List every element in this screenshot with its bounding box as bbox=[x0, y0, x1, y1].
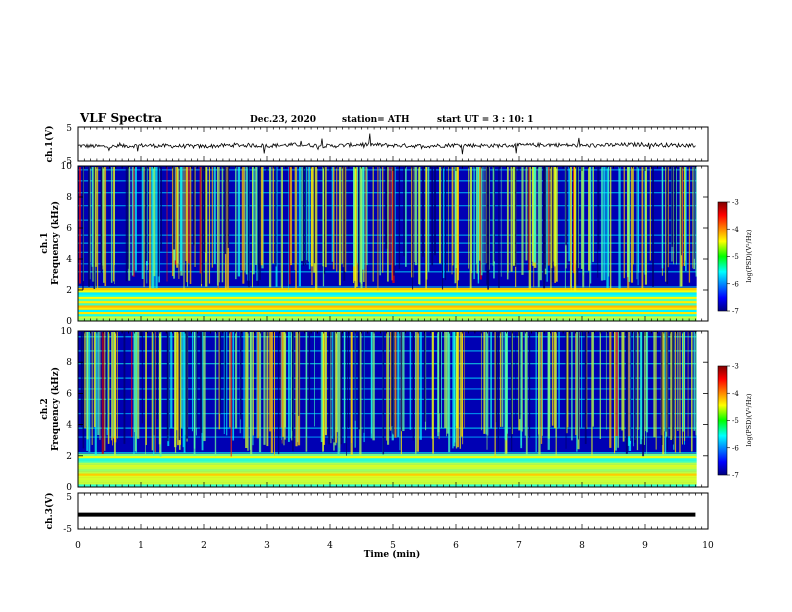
time-axis-tick-label: 2 bbox=[201, 541, 207, 551]
ch1-ytick-label: 0 bbox=[66, 317, 72, 327]
ch1-ytick-label: 2 bbox=[66, 286, 72, 296]
ch1-colorbar-tick-label: -3 bbox=[732, 199, 739, 207]
ch1-spectrogram-image bbox=[78, 166, 708, 321]
time-axis-tick-label: 5 bbox=[390, 541, 396, 551]
ch3-ylabel: ch.3(V) bbox=[44, 493, 55, 530]
time-axis-tick-label: 1 bbox=[138, 541, 144, 551]
time-axis-tick-labels: 0 1 2 3 4 5 6 7 8 9 10 bbox=[75, 541, 714, 551]
ch2-ytick-label: 4 bbox=[66, 421, 72, 431]
ch1-colorbar-label: log(PSD)(V²/Hz) bbox=[745, 229, 753, 282]
ch1-waveform-frame bbox=[77, 126, 709, 162]
chart-title: VLF Spectra bbox=[79, 111, 162, 125]
ch1-waveform-panel: 5 -5 ch.1(V) bbox=[44, 124, 709, 167]
ch3-waveform-panel: 5 -5 ch.3(V) bbox=[44, 492, 709, 535]
ch2-colorbar-gradient bbox=[717, 365, 728, 476]
ch2-colorbar: -3 -4 -5 -6 -7 log(PSD)(V²/Hz) bbox=[717, 363, 753, 480]
ch3-ytick-bottom: -5 bbox=[63, 525, 72, 535]
time-axis-tick-label: 3 bbox=[264, 541, 270, 551]
ch1-colorbar: -3 -4 -5 -6 -7 log(PSD)(V²/Hz) bbox=[717, 199, 753, 316]
ch1-ylabel-frequency: Frequency (kHz) bbox=[50, 201, 61, 285]
ch2-colorbar-label: log(PSD)(V²/Hz) bbox=[745, 393, 753, 446]
ch2-ytick-label: 6 bbox=[66, 389, 72, 399]
ch2-ytick-label: 8 bbox=[66, 358, 72, 368]
time-axis-ticks bbox=[77, 127, 709, 529]
ch2-colorbar-tick-label: -5 bbox=[732, 417, 739, 425]
ch1-colorbar-tick-label: -5 bbox=[732, 253, 739, 261]
ch1-ytick-label: 4 bbox=[66, 255, 72, 265]
ch1-ytick-top: 5 bbox=[66, 124, 72, 134]
ch2-colorbar-tick-label: -4 bbox=[732, 390, 739, 398]
time-axis-tick-label: 0 bbox=[75, 541, 81, 551]
time-axis-tick-label: 10 bbox=[702, 541, 714, 551]
ch1-waveform-trace bbox=[77, 133, 696, 155]
ch3-ytick-top: 5 bbox=[66, 493, 72, 503]
ch1-ytick-label: 8 bbox=[66, 193, 72, 203]
ch2-ytick-label: 0 bbox=[66, 483, 72, 493]
ch1-yticks: 0 2 4 6 8 10 bbox=[61, 162, 708, 327]
ch1-ylabel: ch.1(V) bbox=[44, 126, 55, 163]
ch2-yticks: 0 2 4 6 8 10 bbox=[61, 327, 708, 493]
ch1-colorbar-ticks: -3 -4 -5 -6 -7 bbox=[727, 199, 739, 316]
ch1-ylabel-channel: ch.1 bbox=[40, 232, 50, 253]
ch3-waveform-frame bbox=[77, 492, 709, 530]
ch2-spectrogram-panel: 0 2 4 6 8 10 ch.2 Frequency (kHz) bbox=[40, 327, 709, 493]
time-axis-tick-label: 6 bbox=[453, 541, 459, 551]
ch2-colorbar-tick-label: -7 bbox=[732, 472, 739, 480]
time-axis-tick-label: 8 bbox=[579, 541, 585, 551]
time-axis-tick-label: 9 bbox=[642, 541, 648, 551]
ch2-ytick-label: 2 bbox=[66, 452, 72, 462]
time-axis-label: Time (min) bbox=[364, 549, 421, 560]
ch1-spectrogram-panel: 0 2 4 6 8 10 ch.1 Frequency (kHz) bbox=[40, 162, 709, 327]
ch1-colorbar-tick-label: -6 bbox=[732, 280, 739, 288]
ch2-ylabel-channel: ch.2 bbox=[40, 398, 50, 419]
ch1-colorbar-tick-label: -4 bbox=[732, 226, 739, 234]
ch2-colorbar-tick-label: -3 bbox=[732, 363, 739, 371]
ch1-ytick-label: 6 bbox=[66, 224, 72, 234]
ch2-colorbar-ticks: -3 -4 -5 -6 -7 bbox=[727, 363, 739, 480]
start-ut-label: start UT = 3 : 10: 1 bbox=[437, 115, 534, 125]
ch1-colorbar-tick-label: -7 bbox=[732, 308, 739, 316]
ch1-colorbar-gradient bbox=[717, 201, 728, 312]
date-label: Dec.23, 2020 bbox=[250, 115, 316, 125]
ch1-ytick-label: 10 bbox=[61, 162, 73, 172]
time-axis-tick-label: 4 bbox=[327, 541, 333, 551]
ch1-ytick-bottom: -5 bbox=[63, 157, 72, 167]
ch2-ylabel-frequency: Frequency (kHz) bbox=[50, 367, 61, 451]
time-axis-tick-label: 7 bbox=[516, 541, 522, 551]
ch2-ytick-label: 10 bbox=[61, 327, 73, 337]
ch2-colorbar-tick-label: -6 bbox=[732, 444, 739, 452]
station-label: station= ATH bbox=[342, 115, 410, 125]
